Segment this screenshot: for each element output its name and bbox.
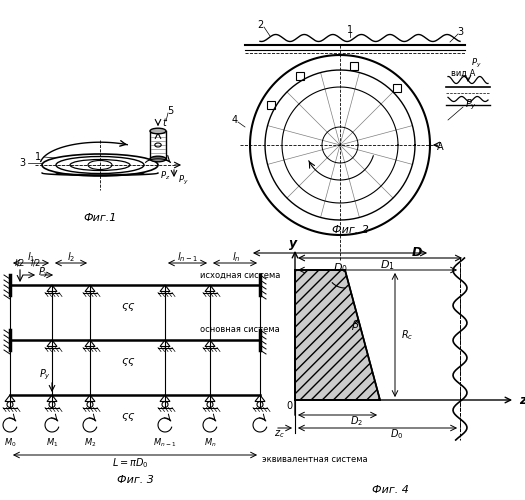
Text: $P_y$: $P_y$: [465, 98, 477, 112]
Text: $l_1$: $l_1$: [27, 250, 35, 264]
Text: $l/2$: $l/2$: [30, 258, 41, 268]
Text: $R_c$: $R_c$: [401, 328, 413, 342]
Text: $D_0$: $D_0$: [332, 261, 348, 275]
Text: z: z: [519, 394, 525, 406]
Text: $\varsigma\varsigma$: $\varsigma\varsigma$: [121, 301, 135, 313]
Text: $\beta$: $\beta$: [351, 318, 360, 332]
Text: $M_{n-1}$: $M_{n-1}$: [153, 437, 176, 449]
Text: $l_{n-1}$: $l_{n-1}$: [177, 250, 198, 264]
Text: y: y: [289, 238, 297, 250]
Text: 1: 1: [347, 25, 353, 35]
Text: $P_y$: $P_y$: [471, 57, 481, 70]
Text: $\varsigma\varsigma$: $\varsigma\varsigma$: [121, 411, 135, 423]
Polygon shape: [295, 270, 380, 400]
Text: $D_1$: $D_1$: [380, 258, 394, 272]
Text: $M_1$: $M_1$: [46, 437, 58, 449]
Text: $l_2$: $l_2$: [67, 250, 75, 264]
Text: основная система: основная система: [200, 326, 280, 334]
Bar: [393, 84, 401, 92]
Text: D: D: [412, 246, 422, 258]
Text: $M_n$: $M_n$: [204, 437, 216, 449]
Text: $D_0$: $D_0$: [390, 427, 404, 441]
Bar: [350, 62, 358, 70]
Text: 2: 2: [257, 20, 263, 30]
Text: $l/2$: $l/2$: [14, 258, 26, 268]
Text: исходная система: исходная система: [200, 270, 280, 280]
Ellipse shape: [150, 156, 166, 162]
Text: Фиг. 3: Фиг. 3: [117, 475, 153, 485]
Text: 3: 3: [19, 158, 25, 168]
Text: 0: 0: [286, 401, 292, 411]
Bar: [267, 101, 275, 109]
Text: Фиг. 4: Фиг. 4: [372, 485, 408, 495]
Text: Фиг.1: Фиг.1: [83, 213, 117, 223]
Text: $P_y$: $P_y$: [178, 174, 188, 186]
Text: $\varsigma\varsigma$: $\varsigma\varsigma$: [121, 356, 135, 368]
Text: $D_2$: $D_2$: [351, 414, 363, 428]
Text: t: t: [162, 118, 166, 128]
Text: $M_2$: $M_2$: [84, 437, 96, 449]
Text: $M_0$: $M_0$: [4, 437, 16, 449]
Text: 1: 1: [35, 152, 41, 162]
Text: $l_n$: $l_n$: [232, 250, 240, 264]
Text: $P_y$: $P_y$: [38, 266, 50, 280]
Text: эквивалентная система: эквивалентная система: [262, 454, 368, 464]
Text: $P_y$: $P_y$: [39, 368, 51, 382]
Text: Фиг. 2: Фиг. 2: [332, 225, 369, 235]
Bar: [296, 72, 304, 80]
Text: вид А: вид А: [451, 68, 475, 78]
Ellipse shape: [150, 128, 166, 134]
Text: $P_z$: $P_z$: [160, 169, 170, 181]
Text: $L=\pi D_0$: $L=\pi D_0$: [112, 456, 149, 470]
Text: 5: 5: [167, 106, 173, 116]
Text: A: A: [437, 142, 444, 152]
Text: 3: 3: [457, 27, 463, 37]
Text: $z_c$: $z_c$: [274, 428, 285, 440]
Text: 4: 4: [232, 115, 238, 125]
